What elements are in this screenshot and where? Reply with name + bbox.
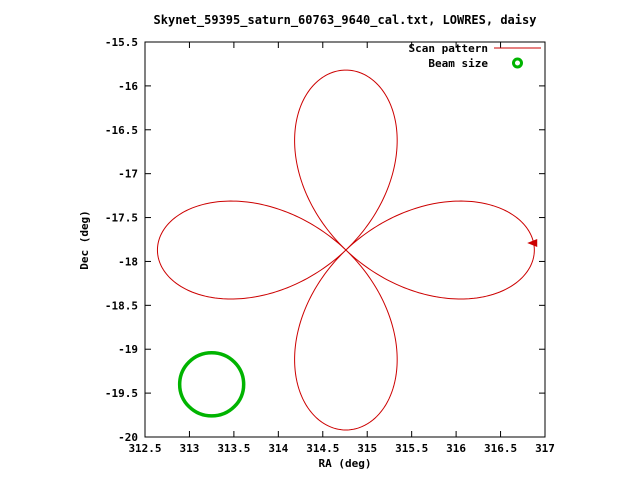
y-tick-label: -19: [118, 343, 138, 356]
scan-pattern-curve: [156, 69, 535, 431]
plot-border: [144, 41, 546, 438]
x-tick-label: 313.5: [217, 442, 250, 455]
legend-point-sample: [512, 57, 523, 69]
x-tick-label: 316: [446, 442, 466, 455]
y-tick-label: -16: [118, 80, 138, 93]
legend-label: Scan pattern: [409, 42, 488, 55]
x-axis-label: RA (deg): [319, 457, 372, 470]
y-tick-label: -17.5: [105, 212, 138, 225]
chart-title: Skynet_59395_saturn_60763_9640_cal.txt, …: [154, 13, 537, 28]
x-tick-label: 314: [268, 442, 288, 455]
axis-tick-labels: 312.5 313 313.5 314 314.5 315 315.5 316 316.5 317…: [105, 36, 555, 455]
legend: Scan pattern Beam size: [409, 42, 541, 70]
y-tick-label: -18: [118, 255, 138, 268]
y-axis-label: Dec (deg): [78, 210, 91, 270]
x-tick-label: 312.5: [128, 442, 161, 455]
axis-ticks: [144, 41, 546, 438]
y-tick-label: -20: [118, 431, 138, 444]
x-tick-label: 315: [357, 442, 377, 455]
y-tick-label: -16.5: [105, 124, 138, 137]
legend-label: Beam size: [428, 57, 488, 70]
y-tick-label: -19.5: [105, 387, 138, 400]
beam-size-circle: [177, 350, 246, 418]
y-tick-label: -15.5: [105, 36, 138, 49]
scan-direction-arrow: [527, 239, 538, 248]
series-layer: [156, 69, 538, 431]
y-tick-label: -17: [118, 168, 138, 181]
x-tick-label: 314.5: [306, 442, 339, 455]
x-tick-label: 313: [180, 442, 200, 455]
x-tick-label: 315.5: [395, 442, 428, 455]
y-tick-label: -18.5: [105, 299, 138, 312]
x-tick-label: 317: [535, 442, 555, 455]
x-tick-label: 316.5: [484, 442, 517, 455]
